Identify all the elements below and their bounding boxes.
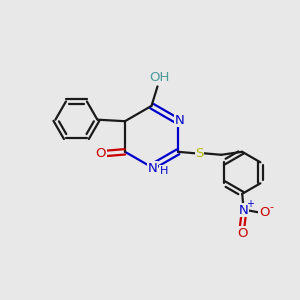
- Text: H: H: [160, 166, 168, 176]
- Text: -: -: [269, 202, 273, 212]
- Text: O: O: [96, 147, 106, 160]
- Text: S: S: [195, 147, 204, 160]
- Text: +: +: [246, 199, 254, 209]
- Text: OH: OH: [149, 71, 169, 85]
- Text: O: O: [237, 226, 247, 240]
- Text: N: N: [239, 204, 249, 217]
- Text: O: O: [259, 206, 269, 219]
- Text: N: N: [148, 162, 158, 175]
- Text: N: N: [174, 113, 184, 127]
